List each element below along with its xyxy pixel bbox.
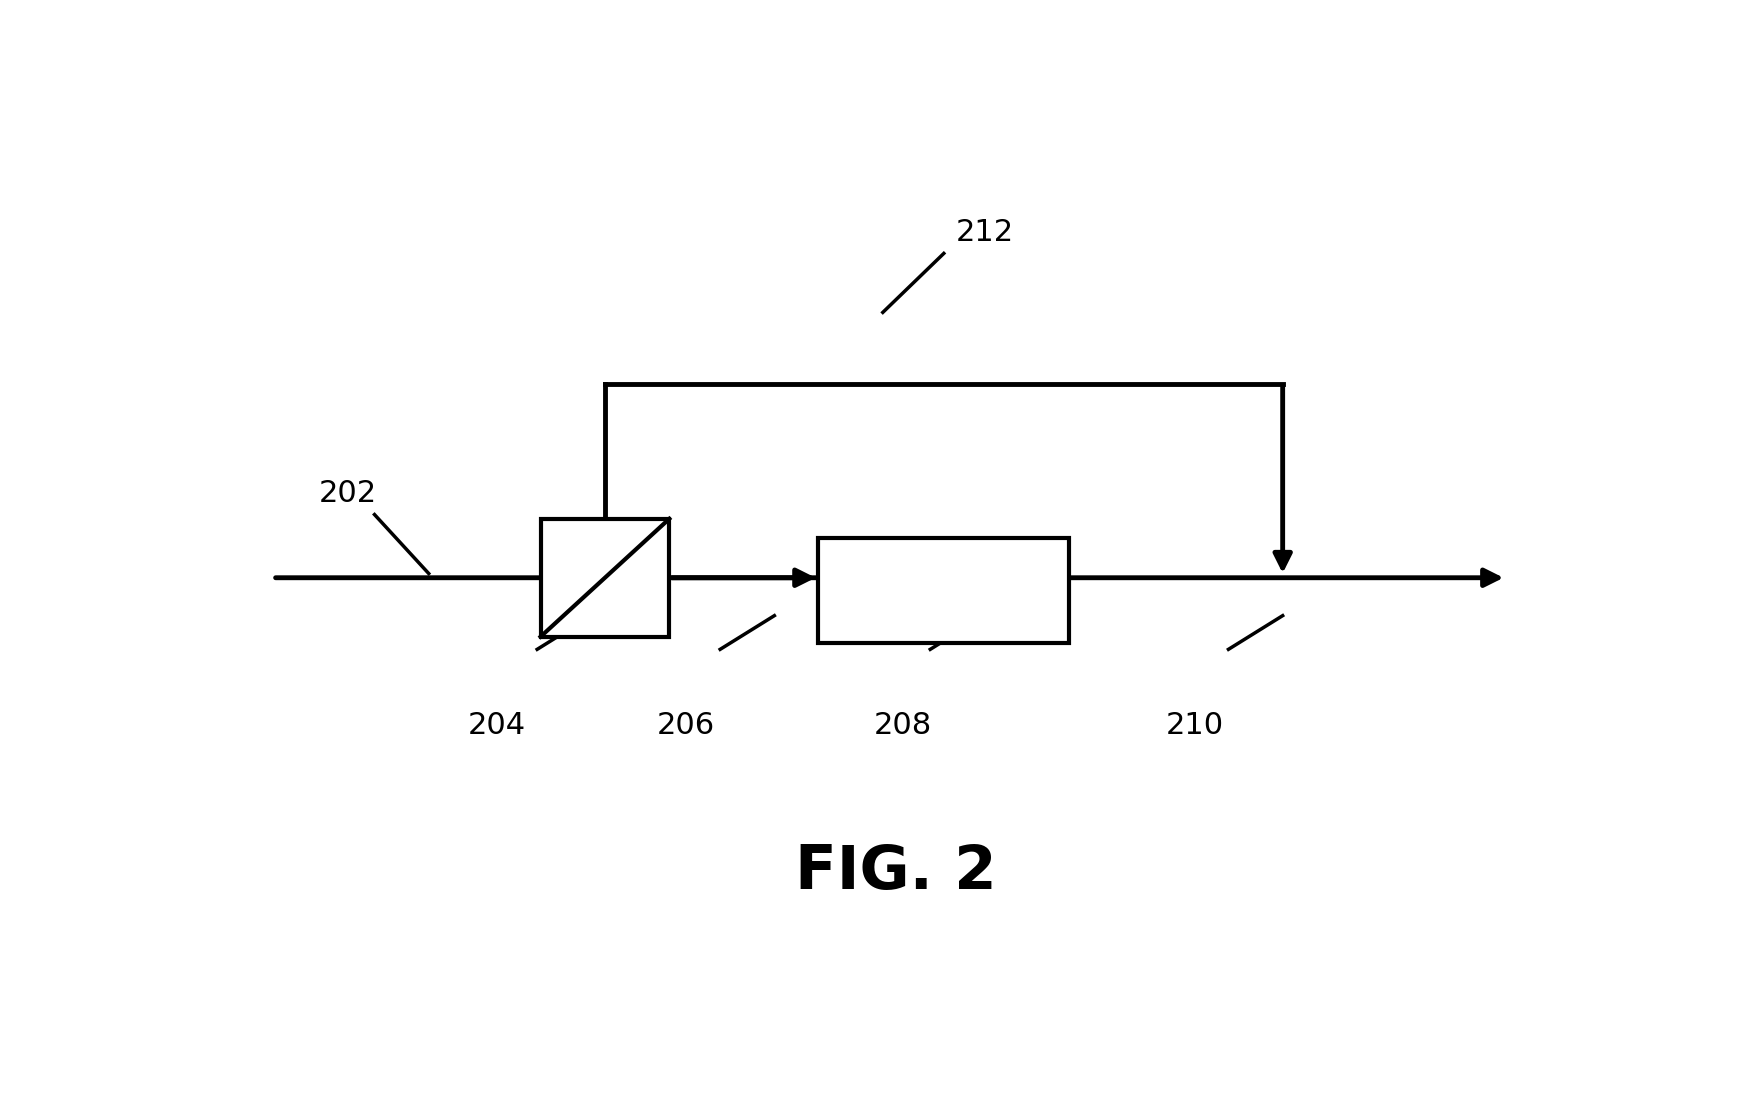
Text: 210: 210 bbox=[1164, 711, 1224, 740]
Text: FIG. 2: FIG. 2 bbox=[795, 843, 996, 903]
Text: 202: 202 bbox=[318, 479, 376, 508]
Bar bbox=[818, 538, 1068, 643]
Bar bbox=[540, 519, 669, 637]
Text: 212: 212 bbox=[954, 218, 1012, 247]
Text: 204: 204 bbox=[467, 711, 524, 740]
Text: 208: 208 bbox=[874, 711, 932, 740]
Text: 206: 206 bbox=[657, 711, 715, 740]
